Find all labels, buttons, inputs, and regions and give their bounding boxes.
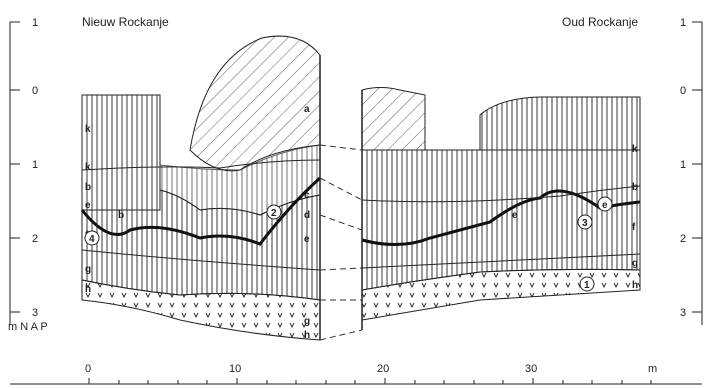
layer-h2: h: [304, 330, 310, 341]
marker-2: 2: [266, 204, 282, 220]
distance-axis: 0 10 20 30 m: [10, 363, 702, 385]
layer-b-right: b: [632, 182, 638, 193]
layer-e2: e: [304, 234, 310, 245]
svg-text:e: e: [602, 200, 608, 211]
depth-tick-2: 2: [32, 233, 38, 245]
svg-text:3: 3: [582, 218, 588, 229]
left-depth-axis: 1 0 1 2 3 m N A P: [8, 17, 48, 333]
marker-1: 1: [579, 276, 595, 292]
layer-c: c: [304, 190, 310, 201]
layer-h-right: h: [632, 280, 638, 291]
layer-e: e: [85, 200, 91, 211]
depth-unit: m N A P: [8, 321, 48, 333]
layer-b: b: [85, 182, 91, 193]
depth-tick-1: 1: [32, 17, 38, 29]
right-depth-tick-0: 0: [680, 85, 686, 97]
layer-f-right: f: [632, 222, 636, 233]
layer-g-right: g: [632, 258, 638, 269]
layer-e-right: e: [512, 210, 518, 221]
distance-tick-0: 0: [85, 363, 91, 375]
svg-text:4: 4: [89, 234, 95, 245]
depth-tick-0: 0: [32, 85, 38, 97]
correlation-lines: [319, 144, 363, 341]
layer-k-right: k: [632, 144, 638, 155]
distance-tick-20: 20: [377, 363, 389, 375]
layer-g: g: [85, 264, 91, 275]
title-left: Nieuw Rockanje: [82, 15, 169, 29]
layer-h: h: [85, 284, 91, 295]
marker-e: e: [597, 196, 613, 212]
title-right: Oud Rockanje: [562, 15, 638, 29]
right-profile-block: [361, 87, 641, 330]
layer-k-top: k: [85, 124, 91, 135]
right-depth-tick-2: 2: [680, 233, 686, 245]
depth-tick-3: 3: [32, 307, 38, 319]
layer-b2: b: [118, 210, 124, 221]
distance-tick-10: 10: [229, 363, 241, 375]
svg-text:2: 2: [271, 208, 277, 219]
distance-unit: m: [648, 363, 657, 375]
right-depth-tick-1b: 1: [680, 159, 686, 171]
svg-text:1: 1: [584, 280, 590, 291]
marker-4: 4: [84, 230, 100, 246]
right-depth-tick-3: 3: [680, 307, 686, 319]
right-depth-tick-1: 1: [680, 17, 686, 29]
right-depth-axis: 1 0 1 2 3: [680, 17, 703, 325]
layer-g2: g: [304, 316, 310, 327]
layer-a: a: [304, 104, 310, 115]
layer-k: k: [85, 162, 91, 173]
marker-3: 3: [577, 214, 593, 230]
left-profile-block: [80, 35, 322, 341]
depth-tick-1b: 1: [32, 159, 38, 171]
distance-tick-30: 30: [525, 363, 537, 375]
layer-d: d: [304, 210, 310, 221]
